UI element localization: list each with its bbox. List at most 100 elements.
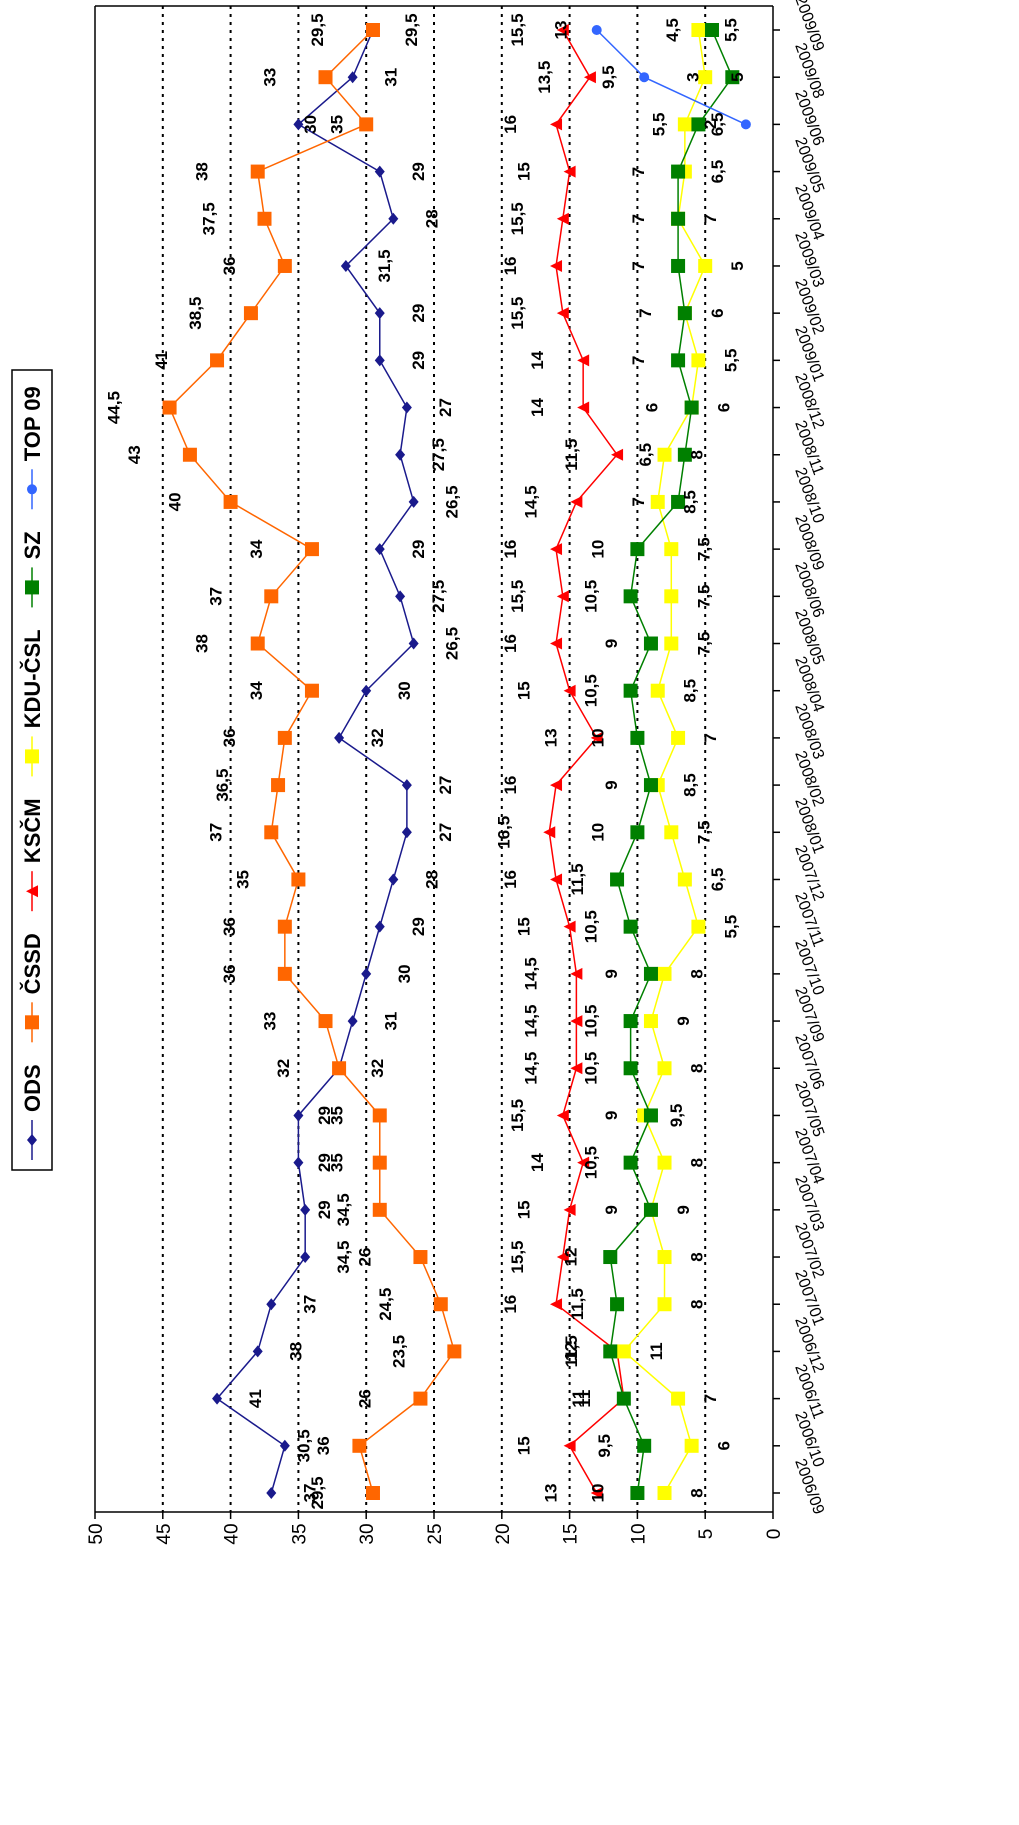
sz-data-label: 10,5 bbox=[582, 910, 601, 943]
kscm-data-label: 14 bbox=[528, 350, 547, 369]
sz-point bbox=[671, 353, 686, 368]
cssd-data-label: 29 bbox=[315, 1106, 334, 1125]
cssd-data-label: 36,5 bbox=[213, 769, 232, 802]
cssd-data-label: 37 bbox=[206, 823, 225, 842]
value-tick-label: 30 bbox=[357, 1523, 378, 1544]
cssd-point bbox=[372, 1155, 387, 1170]
ods-point bbox=[293, 118, 304, 131]
cssd-data-label: 33 bbox=[261, 68, 280, 87]
cssd-data-label: 37 bbox=[206, 587, 225, 606]
kscm-data-label: 16 bbox=[501, 1295, 520, 1314]
kdu-csl-point bbox=[677, 117, 692, 132]
kdu-csl-data-label: 8,5 bbox=[681, 490, 700, 514]
kdu-csl-point bbox=[691, 23, 706, 37]
kscm-point bbox=[550, 1298, 563, 1311]
sz-data-label: 10 bbox=[588, 1484, 607, 1503]
cssd-data-label: 34 bbox=[247, 539, 266, 558]
kscm-data-label: 13,5 bbox=[535, 61, 554, 94]
value-tick-label: 50 bbox=[86, 1523, 107, 1544]
kdu-csl-point bbox=[664, 825, 679, 840]
kscm-point bbox=[577, 1156, 590, 1169]
sz-data-label: 9,5 bbox=[595, 1434, 614, 1458]
ods-data-label: 31 bbox=[382, 1012, 401, 1031]
top-09-data-label: 13 bbox=[552, 21, 571, 40]
cssd-point bbox=[291, 872, 306, 887]
kdu-csl-point bbox=[684, 1438, 699, 1453]
value-tick-label: 25 bbox=[425, 1523, 446, 1544]
ods-data-label: 28 bbox=[422, 870, 441, 889]
cssd-point bbox=[182, 447, 197, 462]
cssd-data-label: 29,5 bbox=[308, 13, 327, 46]
sz-point bbox=[725, 70, 740, 85]
ods-data-label: 38 bbox=[287, 1342, 306, 1361]
sz-point bbox=[610, 1297, 625, 1312]
ods-point bbox=[340, 259, 351, 272]
ods-point bbox=[401, 826, 412, 839]
kscm-data-label: 16 bbox=[501, 870, 520, 889]
sz-data-label: 7 bbox=[629, 214, 648, 223]
ods-data-label: 30 bbox=[395, 681, 414, 700]
ods-data-label: 27,5 bbox=[429, 580, 448, 613]
cssd-point bbox=[250, 636, 265, 651]
kscm-data-label: 13 bbox=[542, 728, 561, 747]
sz-point bbox=[630, 542, 645, 557]
cssd-point bbox=[277, 919, 292, 934]
kscm-data-label: 16 bbox=[501, 257, 520, 276]
kscm-data-label: 11 bbox=[569, 1390, 588, 1408]
ods-point bbox=[374, 307, 385, 320]
kscm-point bbox=[556, 307, 569, 320]
kdu-csl-point bbox=[657, 966, 672, 981]
kscm-point bbox=[556, 1109, 569, 1122]
kscm-point bbox=[556, 1251, 569, 1264]
ods-point bbox=[374, 165, 385, 178]
sz-data-label: 9 bbox=[602, 1111, 621, 1120]
kscm-data-label: 16,5 bbox=[494, 816, 513, 849]
ods-point bbox=[334, 731, 345, 744]
ods-series-line bbox=[215, 29, 415, 1494]
value-tick-label: 15 bbox=[561, 1523, 582, 1544]
sz-point bbox=[630, 825, 645, 840]
kdu-csl-point bbox=[643, 1014, 658, 1029]
ods-data-label: 26,5 bbox=[443, 627, 462, 660]
cssd-point bbox=[372, 1108, 387, 1123]
sz-point bbox=[643, 636, 658, 651]
kscm-point bbox=[611, 448, 624, 461]
sz-data-label: 7 bbox=[629, 261, 648, 270]
kscm-point bbox=[577, 401, 590, 414]
ods-point bbox=[408, 637, 419, 650]
kdu-csl-data-label: 7,5 bbox=[694, 820, 713, 844]
kscm-data-label: 14 bbox=[528, 1153, 547, 1172]
cssd-data-label: 29 bbox=[315, 1153, 334, 1172]
kdu-csl-data-label: 8,5 bbox=[681, 679, 700, 703]
cssd-data-label: 30 bbox=[301, 115, 320, 134]
sz-data-label: 7 bbox=[629, 497, 648, 506]
kdu-csl-point bbox=[671, 730, 686, 745]
kscm-point bbox=[550, 637, 563, 650]
kscm-point bbox=[556, 590, 569, 603]
sz-data-label: 10,5 bbox=[582, 580, 601, 613]
cssd-data-label: 23,5 bbox=[389, 1335, 408, 1368]
kdu-csl-point bbox=[657, 1061, 672, 1076]
kdu-csl-point bbox=[691, 919, 706, 934]
cssd-point bbox=[413, 1391, 428, 1406]
sz-data-label: 10,5 bbox=[582, 1052, 601, 1085]
sz-data-label: 3 bbox=[683, 72, 702, 81]
cssd-point bbox=[365, 23, 380, 37]
ods-data-label: 32 bbox=[368, 1059, 387, 1078]
ods-data-label: 29,5 bbox=[402, 13, 421, 46]
cssd-data-label: 36 bbox=[220, 728, 239, 747]
cssd-data-label: 24,5 bbox=[376, 1288, 395, 1321]
kscm-point bbox=[563, 1439, 576, 1452]
cssd-point bbox=[277, 258, 292, 273]
sz-data-label: 12 bbox=[561, 1248, 580, 1267]
ods-legend-label: ODS bbox=[20, 1064, 45, 1112]
ods-data-label: 27 bbox=[436, 776, 455, 795]
kscm-data-label: 14,5 bbox=[521, 1052, 540, 1085]
kdu-csl-data-label: 9 bbox=[674, 1205, 693, 1214]
kdu-csl-data-label: 7 bbox=[701, 1394, 720, 1403]
cssd-point bbox=[250, 164, 265, 179]
ods-data-label: 35 bbox=[327, 115, 346, 134]
sz-data-label: 12 bbox=[561, 1342, 580, 1361]
sz-point bbox=[643, 778, 658, 793]
kscm-data-label: 14,5 bbox=[521, 1005, 540, 1038]
